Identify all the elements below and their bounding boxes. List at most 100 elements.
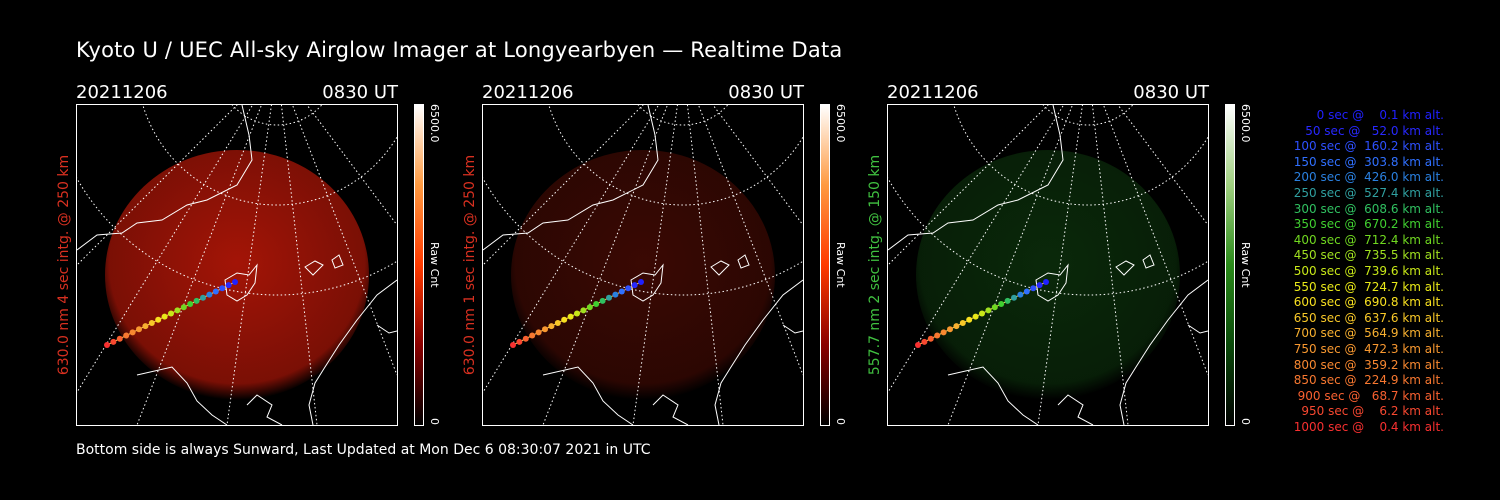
- wavelength-label-text: 557.7 nm 2 sec intg. @ 150 km: [867, 154, 883, 376]
- trajectory-point: [947, 326, 953, 333]
- allsky-image: [482, 104, 804, 426]
- trajectory-point: [123, 332, 130, 339]
- trajectory-point: [522, 335, 529, 342]
- colorbar-min-label: 0: [834, 418, 847, 425]
- trajectory-point: [1043, 279, 1049, 285]
- colorbar-unit-label: Raw Cnt: [834, 242, 847, 288]
- wavelength-label: 630.0 nm 4 sec intg. @ 250 km: [54, 104, 74, 426]
- trajectory-point: [1011, 294, 1017, 301]
- trajectory-point: [618, 288, 625, 295]
- airglow-panel-3: 20211206 0830 UT 557.7 nm 2 sec intg. @ …: [867, 82, 1287, 432]
- allsky-image: [76, 104, 398, 426]
- trajectory-point: [593, 301, 600, 308]
- satellite-trajectory: [915, 279, 1049, 348]
- panel-date: 20211206: [887, 82, 979, 103]
- allsky-map-svg: [888, 105, 1208, 425]
- coastline: [888, 105, 1208, 425]
- legend-entry: 350 sec @ 670.2 km alt.: [1289, 217, 1444, 232]
- legend-entry: 50 sec @ 52.0 km alt.: [1297, 123, 1444, 138]
- trajectory-point: [953, 323, 960, 330]
- trajectory-point: [567, 313, 574, 320]
- trajectory-point: [200, 294, 206, 301]
- trajectory-point: [580, 307, 587, 314]
- trajectory-point: [1023, 288, 1030, 295]
- wavelength-label-text: 630.0 nm 1 sec intg. @ 250 km: [462, 154, 478, 376]
- legend-entry: 500 sec @ 739.6 km alt.: [1289, 263, 1444, 278]
- trajectory-point: [206, 291, 213, 298]
- trajectory-point: [586, 304, 593, 311]
- lat-lon-grid: [483, 105, 803, 425]
- trajectory-point: [1004, 297, 1011, 304]
- lat-lon-grid: [77, 105, 397, 425]
- trajectory-point: [187, 301, 194, 308]
- trajectory-point: [529, 332, 536, 339]
- trajectory-point: [612, 291, 619, 298]
- legend-entry: 200 sec @ 426.0 km alt.: [1289, 170, 1444, 185]
- trajectory-point: [161, 313, 168, 320]
- legend-entry: 400 sec @ 712.4 km alt.: [1289, 232, 1444, 247]
- colorbar-min-label: 0: [1239, 418, 1252, 425]
- trajectory-point: [548, 323, 555, 330]
- coastline: [483, 105, 803, 425]
- colorbar-unit-label: Raw Cnt: [428, 242, 441, 288]
- trajectory-point: [219, 285, 226, 292]
- legend-entry: 700 sec @ 564.9 km alt.: [1289, 326, 1444, 341]
- trajectory-point: [110, 338, 117, 345]
- panel-date: 20211206: [482, 82, 574, 103]
- trajectory-point: [516, 338, 523, 345]
- trajectory-point: [554, 319, 561, 326]
- trajectory-point: [104, 342, 110, 348]
- colorbar-max-label: 6500.0: [834, 104, 847, 143]
- allsky-map-svg: [483, 105, 803, 425]
- legend-entry: 550 sec @ 724.7 km alt.: [1289, 279, 1444, 294]
- legend-entry: 1000 sec @ 0.4 km alt.: [1293, 419, 1444, 434]
- panel-date: 20211206: [76, 82, 168, 103]
- trajectory-point: [921, 338, 928, 345]
- wavelength-label: 557.7 nm 2 sec intg. @ 150 km: [865, 104, 885, 426]
- trajectory-point: [225, 282, 232, 289]
- legend-entry: 100 sec @ 160.2 km alt.: [1289, 139, 1444, 154]
- trajectory-point: [1030, 285, 1037, 292]
- legend-entry: 600 sec @ 690.8 km alt.: [1289, 295, 1444, 310]
- airglow-panel-2: 20211206 0830 UT 630.0 nm 1 sec intg. @ …: [462, 82, 882, 432]
- trajectory-point: [625, 285, 632, 292]
- trajectory-point: [212, 288, 219, 295]
- panel-time: 0830 UT: [1133, 82, 1209, 103]
- colorbar: [820, 104, 830, 426]
- trajectory-point: [606, 294, 612, 301]
- trajectory-point: [927, 335, 934, 342]
- trajectory-point: [542, 326, 548, 333]
- trajectory-point: [979, 310, 985, 317]
- trajectory-point: [915, 342, 921, 348]
- trajectory-point: [574, 310, 580, 317]
- trajectory-point: [174, 307, 181, 314]
- legend-entry: 950 sec @ 6.2 km alt.: [1297, 404, 1444, 419]
- trajectory-point: [168, 310, 174, 317]
- legend-entry: 650 sec @ 637.6 km alt.: [1289, 310, 1444, 325]
- trajectory-point: [142, 323, 149, 330]
- wavelength-label-text: 630.0 nm 4 sec intg. @ 250 km: [56, 154, 72, 376]
- legend-entry: 750 sec @ 472.3 km alt.: [1289, 341, 1444, 356]
- legend-entry: 900 sec @ 68.7 km alt.: [1293, 388, 1444, 403]
- trajectory-point: [535, 329, 542, 336]
- legend-entry: 800 sec @ 359.2 km alt.: [1289, 357, 1444, 372]
- trajectory-point: [180, 304, 187, 311]
- trajectory-legend: 0 sec @ 0.1 km alt. 50 sec @ 52.0 km alt…: [1262, 108, 1444, 435]
- allsky-image: [887, 104, 1209, 426]
- trajectory-point: [155, 316, 162, 323]
- airglow-emission: [511, 150, 775, 400]
- trajectory-point: [1017, 291, 1024, 298]
- trajectory-point: [972, 313, 979, 320]
- lat-lon-grid: [888, 105, 1208, 425]
- wavelength-label: 630.0 nm 1 sec intg. @ 250 km: [460, 104, 480, 426]
- legend-entry: 450 sec @ 735.5 km alt.: [1289, 248, 1444, 263]
- trajectory-point: [136, 326, 142, 333]
- trajectory-point: [638, 279, 644, 285]
- coastline: [77, 105, 397, 425]
- trajectory-point: [985, 307, 992, 314]
- footer-note: Bottom side is always Sunward, Last Upda…: [76, 442, 651, 458]
- trajectory-point: [966, 316, 973, 323]
- trajectory-point: [959, 319, 966, 326]
- satellite-trajectory: [510, 279, 644, 348]
- trajectory-point: [510, 342, 516, 348]
